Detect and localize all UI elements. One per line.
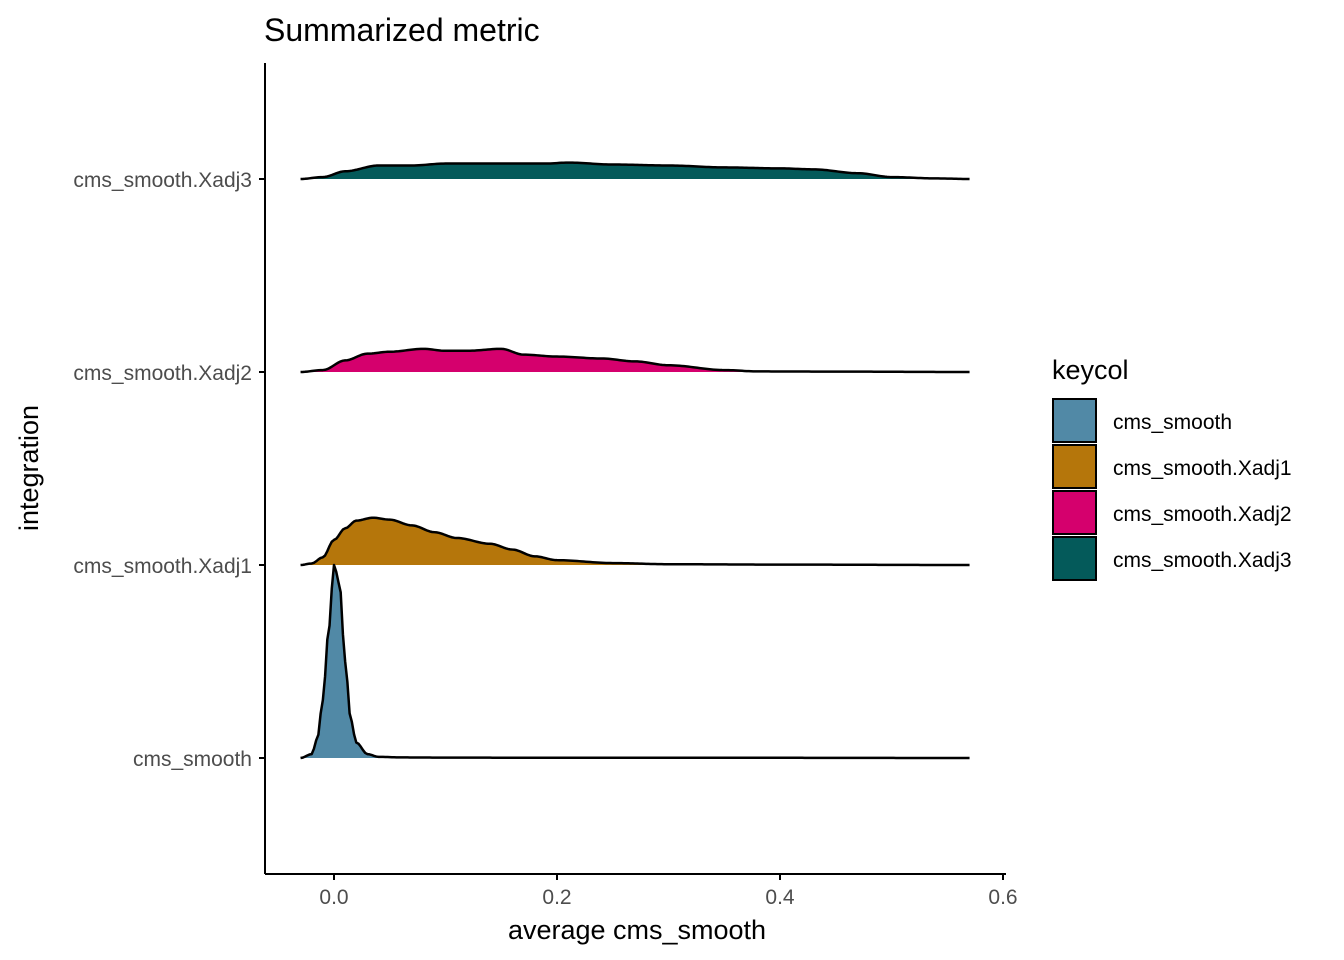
legend-title: keycol (1052, 355, 1129, 385)
y-axis-title: integration (14, 405, 44, 531)
ridge-fill-cms_smooth (300, 565, 970, 758)
x-tick-label: 0.0 (319, 886, 348, 909)
legend: keycol cms_smooth cms_smooth.Xadj1 cms_smo… (1052, 355, 1292, 581)
ridge-outline-cms_smooth.Xadj1 (300, 516, 970, 567)
legend-swatch (1052, 490, 1097, 535)
ridge-outline-cms_smooth.Xadj2 (300, 347, 970, 374)
y-tick-label: cms_smooth.Xadj1 (73, 555, 252, 578)
ridge-fill-cms_smooth.Xadj2 (300, 348, 970, 372)
x-axis-title: average cms_smooth (508, 915, 766, 945)
x-tick-label: 0.2 (542, 886, 571, 909)
x-ticks: 0.0 0.2 0.4 0.6 (319, 874, 1018, 909)
y-tick-label: cms_smooth.Xadj2 (73, 362, 252, 385)
y-tick-label: cms_smooth.Xadj3 (73, 169, 252, 192)
legend-label: cms_smooth.Xadj2 (1113, 503, 1292, 526)
legend-label: cms_smooth (1113, 411, 1232, 434)
ridge-fill-cms_smooth.Xadj1 (300, 517, 970, 565)
ridge-fill-cms_smooth.Xadj3 (300, 162, 970, 179)
ridge-outline-cms_smooth (300, 563, 970, 760)
x-tick-label: 0.6 (988, 886, 1017, 909)
legend-swatch (1052, 398, 1097, 443)
legend-label: cms_smooth.Xadj1 (1113, 457, 1292, 480)
legend-label: cms_smooth.Xadj3 (1113, 549, 1292, 572)
ridge-outline-cms_smooth.Xadj3 (300, 161, 970, 181)
legend-swatch (1052, 536, 1097, 581)
chart-title: Summarized metric (264, 12, 540, 48)
x-tick-label: 0.4 (765, 886, 795, 909)
legend-swatch (1052, 444, 1097, 489)
y-ticks: cms_smooth cms_smooth.Xadj1 cms_smooth.Xad… (73, 169, 265, 771)
ridges-layer (300, 161, 970, 760)
y-tick-label: cms_smooth (133, 748, 252, 771)
